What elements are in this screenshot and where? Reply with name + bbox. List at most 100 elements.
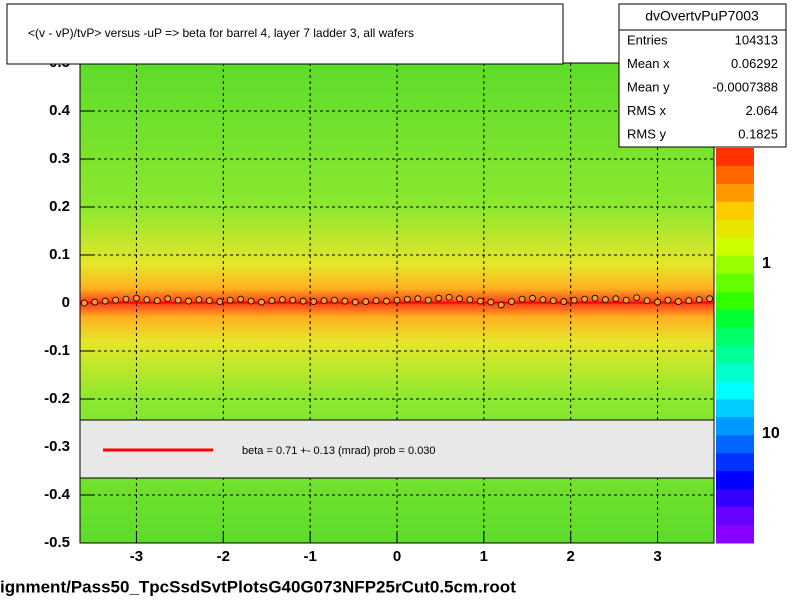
colorbar-cell <box>716 363 754 382</box>
footer: ignment/Pass50_TpcSsdSvtPlotsG40G073NFP2… <box>0 577 516 596</box>
profile-point <box>549 297 557 305</box>
chart-title: <(v - vP)/tvP> versus -uP => beta for ba… <box>28 26 414 40</box>
profile-point <box>664 296 672 304</box>
stats-value: -0.0007388 <box>712 79 778 94</box>
profile-point <box>351 298 359 306</box>
profile-point <box>622 296 630 304</box>
profile-point <box>518 295 526 303</box>
profile-point <box>372 297 380 305</box>
profile-point <box>404 295 411 303</box>
profile-point <box>331 296 338 304</box>
profile-point <box>91 298 99 306</box>
profile-point <box>122 295 130 303</box>
fit-legend-label: beta = 0.71 +- 0.13 (mrad) prob = 0.030 <box>242 445 436 457</box>
stats-label: Entries <box>627 32 668 47</box>
profile-point <box>529 294 536 302</box>
y-tick-label: -0.1 <box>44 342 70 359</box>
profile-point <box>216 298 224 305</box>
profile-point <box>320 297 328 305</box>
colorbar-cell <box>716 471 754 490</box>
profile-point <box>341 297 349 305</box>
profile-point <box>174 296 182 304</box>
profile-point <box>643 297 651 305</box>
colorbar-cell <box>716 255 754 275</box>
profile-point <box>570 296 578 304</box>
stats-title: dvOvertvPuP7003 <box>645 8 759 24</box>
y-tick-label: 0.2 <box>49 198 70 215</box>
y-tick-label: 0.3 <box>49 150 70 167</box>
profile-point <box>310 298 318 305</box>
profile-point <box>424 296 432 304</box>
profile-point <box>476 297 484 305</box>
profile-point <box>581 295 588 303</box>
stats-value: 104313 <box>735 32 778 47</box>
plot-area: -0.5-0.4-0.3-0.2-0.100.10.20.30.40.5-3-2… <box>44 54 714 565</box>
profile-point <box>80 299 88 307</box>
profile-point <box>383 297 390 305</box>
profile-point <box>508 298 516 305</box>
y-tick-label: 0.4 <box>49 102 71 119</box>
colorbar-cell <box>716 435 754 454</box>
stats-label: Mean x <box>627 56 670 71</box>
colorbar-cell <box>716 345 754 364</box>
colorbar-cell <box>716 291 754 311</box>
stats-value: 0.06292 <box>731 56 778 71</box>
y-tick-label: 0.1 <box>49 246 70 263</box>
x-tick-label: 3 <box>653 548 661 565</box>
profile-point <box>133 294 140 302</box>
colorbar-cell <box>716 399 754 418</box>
profile-point <box>268 297 276 305</box>
y-tick-label: -0.4 <box>44 486 71 503</box>
colorbar-cell <box>716 489 754 508</box>
stats-value: 0.1825 <box>738 126 778 141</box>
colorbar-cell <box>716 219 754 239</box>
colorbar-cell <box>716 148 754 167</box>
profile-point <box>706 295 714 303</box>
colorbar-cell <box>716 273 754 293</box>
profile-point <box>633 294 641 302</box>
profile-point <box>237 295 245 303</box>
profile-point <box>602 296 609 304</box>
y-tick-label: 0 <box>62 294 70 311</box>
colorbar-label: 10 <box>762 425 780 442</box>
x-tick-label: 2 <box>567 548 575 565</box>
profile-point <box>497 301 505 309</box>
profile-point <box>466 296 474 304</box>
profile-point <box>299 297 307 305</box>
x-tick-label: 0 <box>393 548 401 565</box>
profile-point <box>685 297 693 305</box>
x-tick-label: 1 <box>480 548 488 565</box>
profile-point <box>143 296 151 304</box>
profile-point <box>560 298 568 305</box>
colorbar-cell <box>716 165 754 185</box>
profile-point <box>591 294 599 302</box>
colorbar-cell <box>716 507 754 526</box>
profile-point <box>445 293 453 301</box>
profile-point <box>101 297 109 305</box>
colorbar: 1 10 <box>716 148 780 544</box>
x-tick-label: -2 <box>217 548 230 565</box>
x-tick-label: -1 <box>303 548 316 565</box>
profile-point <box>112 296 120 304</box>
profile-point <box>195 296 203 304</box>
y-tick-label: -0.5 <box>44 534 70 551</box>
profile-point <box>674 298 682 305</box>
colorbar-cell <box>716 417 754 436</box>
stats-label: Mean y <box>627 79 670 94</box>
profile-point <box>185 297 192 305</box>
stats-label: RMS y <box>627 126 667 141</box>
profile-point <box>539 296 547 304</box>
profile-point <box>393 296 401 304</box>
profile-point <box>487 298 495 306</box>
y-tick-label: -0.2 <box>44 390 70 407</box>
profile-point <box>612 295 620 303</box>
stats-box <box>618 3 787 148</box>
colorbar-cell <box>716 327 754 346</box>
title-box <box>6 3 564 65</box>
profile-point <box>695 296 703 304</box>
colorbar-cell <box>716 237 754 257</box>
colorbar-cell <box>716 453 754 472</box>
profile-point <box>278 296 286 304</box>
profile-point <box>153 297 161 305</box>
